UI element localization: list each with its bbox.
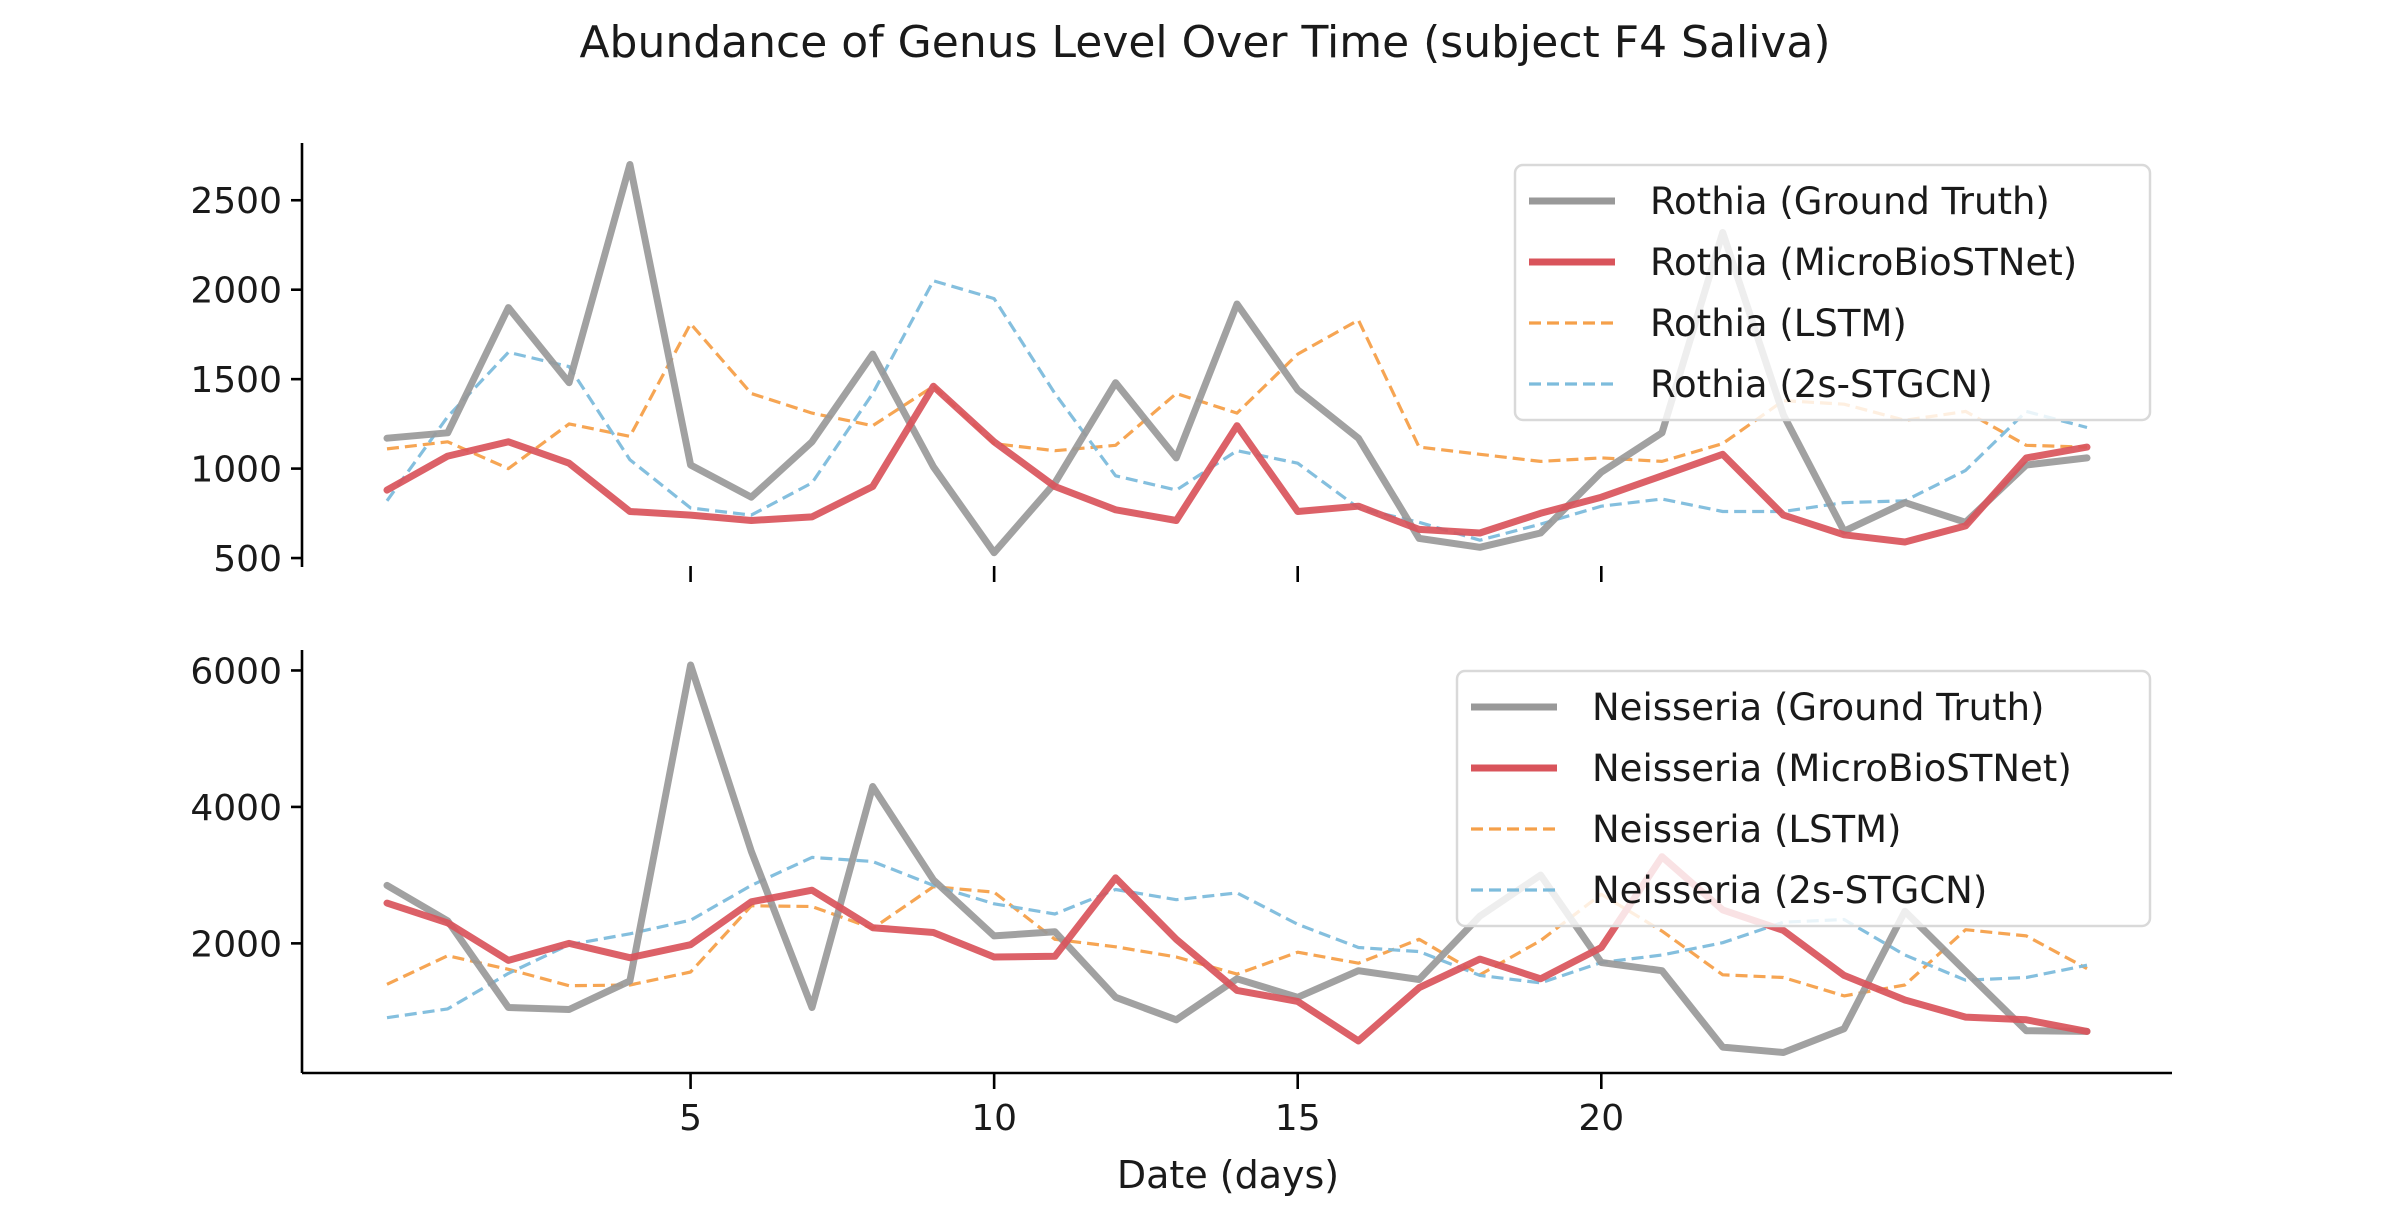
legend-label: Neisseria (MicroBioSTNet) (1592, 747, 2072, 790)
legend-label: Rothia (2s-STGCN) (1650, 363, 1993, 406)
legend-label: Neisseria (2s-STGCN) (1592, 869, 1987, 912)
series-line-lstm (386, 885, 2088, 998)
x-tick-label: 10 (971, 1098, 1017, 1139)
series-line-microbiostnet (383, 382, 2091, 546)
panel-neisseria: 2000 4000 6000 5 10 15 20 Neisseria (Ground Tru… (190, 650, 2172, 1139)
panel-rothia: 500 1000 1500 2000 2500 Rothia (Ground Truth)… (190, 143, 2152, 582)
series-line-ground_truth (383, 161, 2091, 557)
legend-label: Rothia (Ground Truth) (1650, 180, 2050, 223)
x-tick-label: 20 (1578, 1098, 1624, 1139)
legend: Neisseria (Ground Truth) Neisseria (Micro… (1455, 669, 2152, 928)
y-tick-label: 4000 (190, 788, 282, 829)
y-tick-label: 2500 (190, 181, 282, 222)
x-axis-label: Date (days) (1117, 1153, 1339, 1197)
legend-box (1455, 669, 2152, 928)
legend-box (1513, 163, 2152, 422)
y-tick-label: 6000 (190, 651, 282, 692)
legend: Rothia (Ground Truth) Rothia (MicroBioSTN… (1513, 163, 2152, 422)
legend-label: Neisseria (LSTM) (1592, 808, 1901, 851)
series-line-stgcn (385, 279, 2088, 542)
series-line-microbiostnet (383, 853, 2091, 1045)
legend-label: Rothia (MicroBioSTNet) (1650, 241, 2077, 284)
x-tick-label: 15 (1275, 1098, 1321, 1139)
series-line-ground_truth (383, 661, 2091, 1056)
legend-label: Rothia (LSTM) (1650, 302, 1907, 345)
y-tick-label: 2000 (190, 271, 282, 312)
y-tick-label: 500 (213, 539, 282, 580)
x-tick-label: 5 (679, 1098, 702, 1139)
y-tick-label: 1500 (190, 360, 282, 401)
chart-title: Abundance of Genus Level Over Time (subj… (579, 17, 1830, 68)
y-tick-label: 2000 (190, 924, 282, 965)
y-tick-label: 1000 (190, 450, 282, 491)
legend-label: Neisseria (Ground Truth) (1592, 686, 2044, 729)
